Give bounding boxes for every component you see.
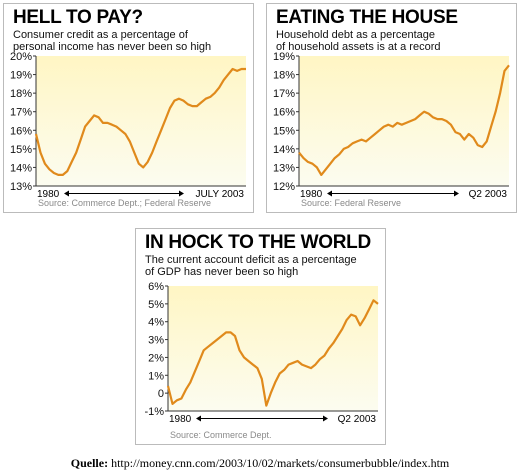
- y-tick-label: 19%: [273, 51, 295, 63]
- y-tick-label: 16%: [273, 107, 295, 119]
- y-tick-label: 19%: [10, 70, 32, 82]
- chart-subtitle: Household debt as a percentage of househ…: [276, 29, 440, 53]
- y-tick-label: 18%: [273, 70, 295, 82]
- y-tick-label: 17%: [273, 88, 295, 100]
- y-tick-label: 16%: [10, 125, 32, 137]
- y-tick-label: 12%: [273, 181, 295, 193]
- y-tick-label: 14%: [10, 162, 32, 174]
- chart-title: HELL TO PAY?: [13, 7, 143, 28]
- y-tick-label: 5%: [148, 299, 164, 311]
- series-line: [298, 64, 510, 176]
- x-end-label: Q2 2003: [338, 414, 377, 425]
- arrow-head-left: [64, 190, 69, 197]
- y-tick-label: 13%: [273, 162, 295, 174]
- chart-subtitle: Consumer credit as a percentage of perso…: [13, 29, 211, 53]
- arrow-head-right: [179, 190, 184, 197]
- arrow-head-right: [323, 415, 328, 422]
- y-tick-label: 20%: [10, 51, 32, 63]
- chart-subtitle: The current account deficit as a percent…: [145, 254, 357, 278]
- credit-url[interactable]: http://money.cnn.com/2003/10/02/markets/…: [111, 456, 450, 470]
- x-end-label: JULY 2003: [195, 189, 244, 200]
- x-end-label: Q2 2003: [469, 189, 508, 200]
- y-tick-label: 18%: [10, 88, 32, 100]
- chart-title: IN HOCK TO THE WORLD: [145, 232, 371, 253]
- x-start-label: 1980: [169, 414, 192, 425]
- series-line: [34, 67, 246, 176]
- arrow-head-left: [327, 190, 332, 197]
- y-tick-label: 4%: [148, 317, 164, 329]
- arrow-head-left: [196, 415, 201, 422]
- plot-background: [299, 56, 509, 186]
- chart-subtitle-line: Consumer credit as a percentage of: [13, 29, 188, 41]
- y-tick-label: 3%: [148, 335, 164, 347]
- chart-panel-household-debt: EATING THE HOUSE Household debt as a per…: [266, 3, 517, 213]
- chart-plot: 6% 5% 4% 3% 2% 1% 0 -1% 1980 Q2 2003: [144, 281, 379, 425]
- chart-subtitle-line: of household assets is at a record: [276, 41, 441, 53]
- y-tick-label: 6%: [148, 281, 164, 293]
- y-tick-label: 17%: [10, 107, 32, 119]
- chart-source: Source: Federal Reserve: [301, 198, 402, 208]
- chart-plot: 19% 18% 17% 16% 15% 14% 13% 12% 1980 Q2 2003: [273, 51, 510, 200]
- y-tick-label: 15%: [273, 125, 295, 137]
- chart-plot: 20% 19% 18% 17% 16% 15% 14% 13% 1980 JULY 2003: [10, 51, 246, 200]
- y-tick-label: 14%: [273, 144, 295, 156]
- chart-source: Source: Commerce Dept.; Federal Reserve: [38, 198, 212, 208]
- source-credit: Quelle: http://money.cnn.com/2003/10/02/…: [0, 456, 520, 471]
- y-tick-label: 1%: [148, 370, 164, 382]
- chart-subtitle-line: Household debt as a percentage: [276, 29, 436, 41]
- series-line: [166, 299, 379, 407]
- x-start-label: 1980: [300, 189, 323, 200]
- y-tick-label: 0: [158, 388, 164, 400]
- y-tick-label: -1%: [144, 406, 164, 418]
- chart-panel-consumer-credit: HELL TO PAY? Consumer credit as a percen…: [3, 3, 254, 213]
- plot-background: [168, 286, 378, 411]
- arrow-head-right: [454, 190, 459, 197]
- chart-source: Source: Commerce Dept.: [170, 430, 272, 440]
- chart-title: EATING THE HOUSE: [276, 7, 458, 28]
- chart-subtitle-line: The current account deficit as a percent…: [145, 254, 357, 266]
- y-tick-label: 13%: [10, 181, 32, 193]
- y-tick-label: 2%: [148, 352, 164, 364]
- x-start-label: 1980: [37, 189, 60, 200]
- chart-subtitle-line: personal income has never been so high: [13, 41, 212, 53]
- credit-label: Quelle:: [70, 456, 109, 470]
- chart-panel-current-account: IN HOCK TO THE WORLD The current account…: [135, 228, 386, 445]
- y-tick-label: 15%: [10, 144, 32, 156]
- chart-subtitle-line: of GDP has never been so high: [145, 266, 299, 278]
